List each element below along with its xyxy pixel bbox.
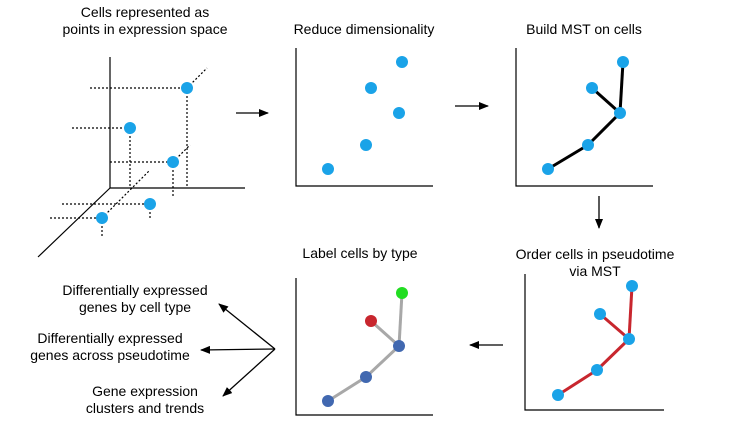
cell-point: [626, 280, 638, 292]
cell-point-blue: [393, 340, 405, 352]
arrow-to-expression-clusters: [222, 348, 276, 397]
expression-space-cells: [96, 82, 193, 224]
cell-point: [181, 82, 193, 94]
panel-title-build-mst: Build MST on cells: [526, 21, 642, 37]
cell-point: [167, 156, 179, 168]
arrow-to-de-cell-type: [218, 303, 276, 350]
output-label-de-cell-type: Differentially expressed genes by cell t…: [62, 282, 208, 315]
arrow-to-de-pseudotime: [200, 345, 276, 354]
cell-point: [542, 163, 554, 175]
cell-point: [623, 333, 635, 345]
cell-point: [591, 364, 603, 376]
axis-y: [37, 187, 111, 258]
cell-point: [582, 139, 594, 151]
output-label-expression-clusters: Gene expression clusters and trends: [85, 383, 205, 416]
reduce-dimensionality-panel: [295, 48, 433, 187]
panel-title-expression-space: Cells represented as points in expressio…: [62, 4, 228, 37]
cell-point-blue: [360, 371, 372, 383]
cell-point-red: [365, 315, 377, 327]
pseudotime-panel: [524, 274, 664, 411]
cell-point: [144, 198, 156, 210]
cell-point: [617, 56, 629, 68]
output-arrows: [200, 303, 276, 397]
cell-point: [96, 212, 108, 224]
plot-axes: [295, 278, 433, 416]
expression-space-panel: [37, 57, 245, 258]
cell-point: [124, 122, 136, 134]
cell-point: [360, 139, 372, 151]
projection-guides: [50, 67, 208, 238]
panel-title-order-pseudotime: Order cells in pseudotime via MST: [515, 246, 675, 279]
label-cells-panel: [295, 278, 433, 416]
cell-point: [322, 163, 334, 175]
cell-point: [396, 56, 408, 68]
cell-point: [586, 82, 598, 94]
plot-axes: [515, 48, 653, 187]
cell-point: [614, 107, 626, 119]
cell-point-green: [396, 287, 408, 299]
plot-axes: [524, 274, 664, 411]
type-edges: [327, 292, 404, 403]
cell-point: [393, 107, 405, 119]
cell-point-blue: [322, 395, 334, 407]
cell-point: [365, 82, 377, 94]
mst-edges: [547, 61, 625, 171]
plot-axes: [295, 48, 433, 187]
mst-panel: [515, 48, 653, 187]
cell-point: [594, 308, 606, 320]
cell-point: [552, 389, 564, 401]
output-label-de-pseudotime: Differentially expressed genes across ps…: [30, 330, 190, 363]
pseudotime-edges: [557, 285, 634, 397]
panel-title-label-cells: Label cells by type: [302, 245, 418, 261]
panel-title-reduce-dimensionality: Reduce dimensionality: [293, 21, 435, 37]
